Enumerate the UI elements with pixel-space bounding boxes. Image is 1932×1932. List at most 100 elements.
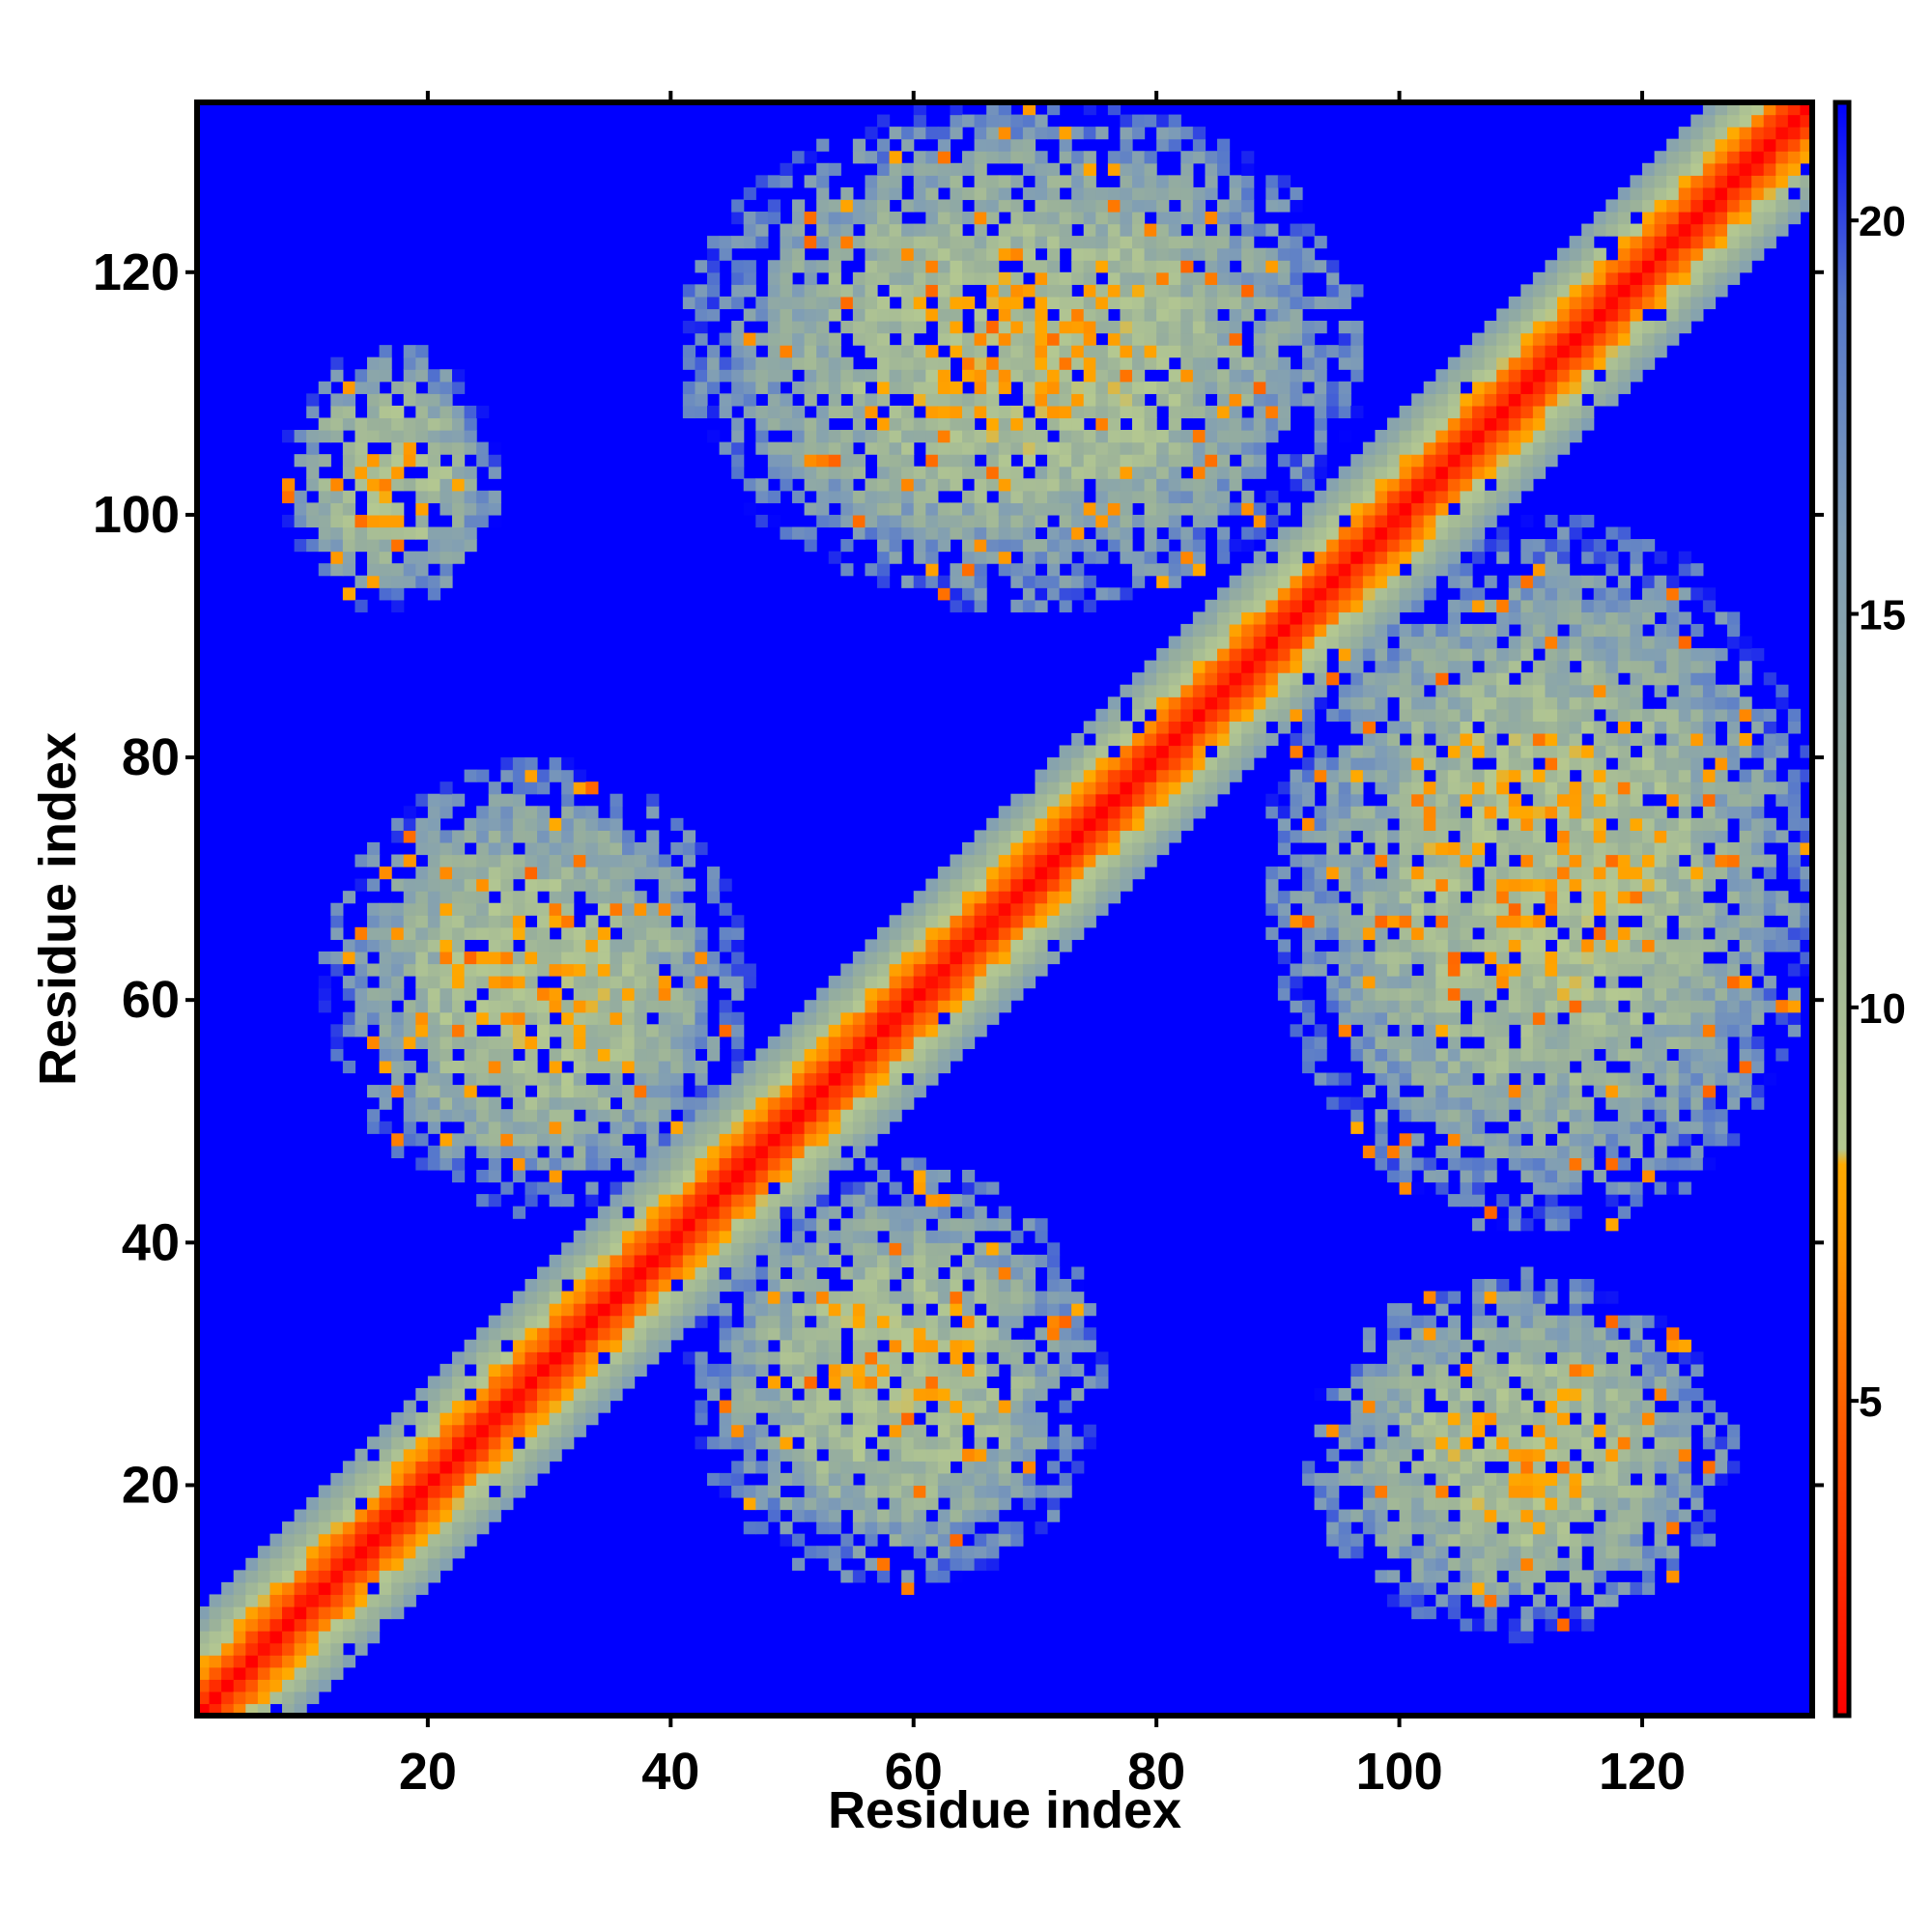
heatmap-cell: [792, 1109, 806, 1122]
heatmap-cell: [804, 1436, 817, 1450]
heatmap-cell: [1217, 417, 1231, 431]
heatmap-cell: [1362, 878, 1377, 892]
heatmap-cell: [1180, 745, 1194, 758]
heatmap-cell: [950, 854, 963, 867]
heatmap-cell: [294, 1618, 307, 1632]
heatmap-cell: [974, 138, 987, 152]
heatmap-cell: [1120, 854, 1133, 867]
heatmap-cell: [197, 1679, 211, 1692]
heatmap-cell: [597, 1085, 611, 1098]
heatmap-cell: [877, 502, 891, 516]
heatmap-cell: [1192, 151, 1207, 164]
heatmap-cell: [1168, 502, 1181, 516]
heatmap-cell: [476, 1485, 490, 1498]
heatmap-cell: [865, 1363, 878, 1378]
heatmap-cell: [597, 1230, 611, 1243]
heatmap-cell: [1362, 551, 1377, 564]
heatmap-cell: [840, 296, 854, 310]
heatmap-cell: [464, 1024, 477, 1037]
heatmap-cell: [998, 332, 1011, 346]
heatmap-cell: [816, 454, 830, 468]
heatmap-cell: [1095, 223, 1109, 237]
heatmap-cell: [998, 430, 1011, 443]
heatmap-cell: [1144, 526, 1157, 540]
heatmap-cell: [1083, 502, 1096, 516]
heatmap-cell: [646, 1194, 660, 1208]
heatmap-cell: [670, 1254, 684, 1268]
heatmap-cell: [1071, 806, 1085, 819]
heatmap-cell: [1071, 902, 1085, 916]
heatmap-cell: [1071, 854, 1085, 867]
heatmap-cell: [476, 514, 490, 528]
heatmap-cell: [476, 1521, 490, 1535]
heatmap-cell: [670, 1169, 684, 1183]
heatmap-cell: [986, 199, 1000, 213]
heatmap-cell: [865, 321, 878, 334]
heatmap-cell: [974, 1436, 987, 1450]
heatmap-cell: [585, 1194, 599, 1208]
heatmap-cell: [512, 976, 526, 989]
heatmap-cell: [257, 1594, 271, 1607]
heatmap-cell: [937, 915, 952, 928]
heatmap-cell: [1059, 430, 1072, 443]
heatmap-cell: [743, 186, 756, 201]
heatmap-cell: [1156, 284, 1170, 298]
heatmap-cell: [889, 551, 902, 564]
heatmap-cell: [500, 1011, 514, 1025]
heatmap-cell: [1132, 490, 1146, 503]
heatmap-cell: [877, 236, 891, 249]
heatmap-cell: [743, 223, 756, 237]
heatmap-cell: [634, 891, 647, 904]
heatmap-cell: [1290, 781, 1303, 795]
heatmap-cell: [1083, 369, 1096, 383]
heatmap-cell: [342, 539, 356, 553]
heatmap-cell: [330, 915, 344, 928]
heatmap-cell: [1265, 636, 1279, 649]
heatmap-cell: [1362, 539, 1377, 553]
heatmap-cell: [1338, 830, 1351, 843]
heatmap-cell: [1338, 769, 1351, 782]
heatmap-cell: [1362, 1509, 1377, 1522]
heatmap-cell: [561, 915, 575, 928]
heatmap-cell: [925, 987, 939, 1001]
heatmap-cell: [610, 841, 623, 856]
heatmap-cell: [950, 454, 963, 468]
heatmap-cell: [500, 1351, 514, 1365]
heatmap-cell: [306, 1581, 320, 1596]
heatmap-cell: [804, 345, 817, 358]
heatmap-cell: [852, 1351, 867, 1365]
heatmap-cell: [1022, 951, 1037, 965]
heatmap-cell: [1168, 417, 1181, 431]
heatmap-cell: [427, 951, 441, 965]
heatmap-cell: [391, 563, 405, 577]
heatmap-cell: [974, 381, 987, 394]
heatmap-cell: [962, 356, 976, 370]
heatmap-cell: [865, 478, 878, 492]
heatmap-cell: [1180, 356, 1194, 370]
heatmap-cell: [1156, 247, 1170, 261]
heatmap-cell: [986, 1339, 1000, 1352]
heatmap-cell: [476, 976, 490, 989]
heatmap-cell: [270, 1594, 283, 1607]
heatmap-cell: [1229, 417, 1242, 431]
heatmap-cell: [476, 1496, 490, 1511]
heatmap-cell: [1022, 793, 1037, 807]
heatmap-cell: [1326, 793, 1340, 807]
heatmap-cell: [500, 1461, 514, 1474]
heatmap-cell: [828, 1109, 841, 1122]
heatmap-cell: [877, 1011, 891, 1025]
heatmap-cell: [937, 308, 952, 322]
heatmap-cell: [209, 1666, 222, 1680]
heatmap-cell: [1107, 186, 1122, 201]
heatmap-cell: [597, 1278, 611, 1293]
heatmap-cell: [877, 1242, 891, 1256]
heatmap-cell: [913, 1206, 926, 1219]
heatmap-cell: [1205, 781, 1218, 795]
heatmap-cell: [913, 551, 926, 564]
heatmap-cell: [488, 1472, 501, 1487]
heatmap-cell: [804, 1485, 817, 1498]
heatmap-cell: [610, 1315, 623, 1328]
heatmap-cell: [1253, 708, 1266, 722]
heatmap-cell: [1217, 636, 1231, 649]
heatmap-cell: [852, 1339, 867, 1352]
